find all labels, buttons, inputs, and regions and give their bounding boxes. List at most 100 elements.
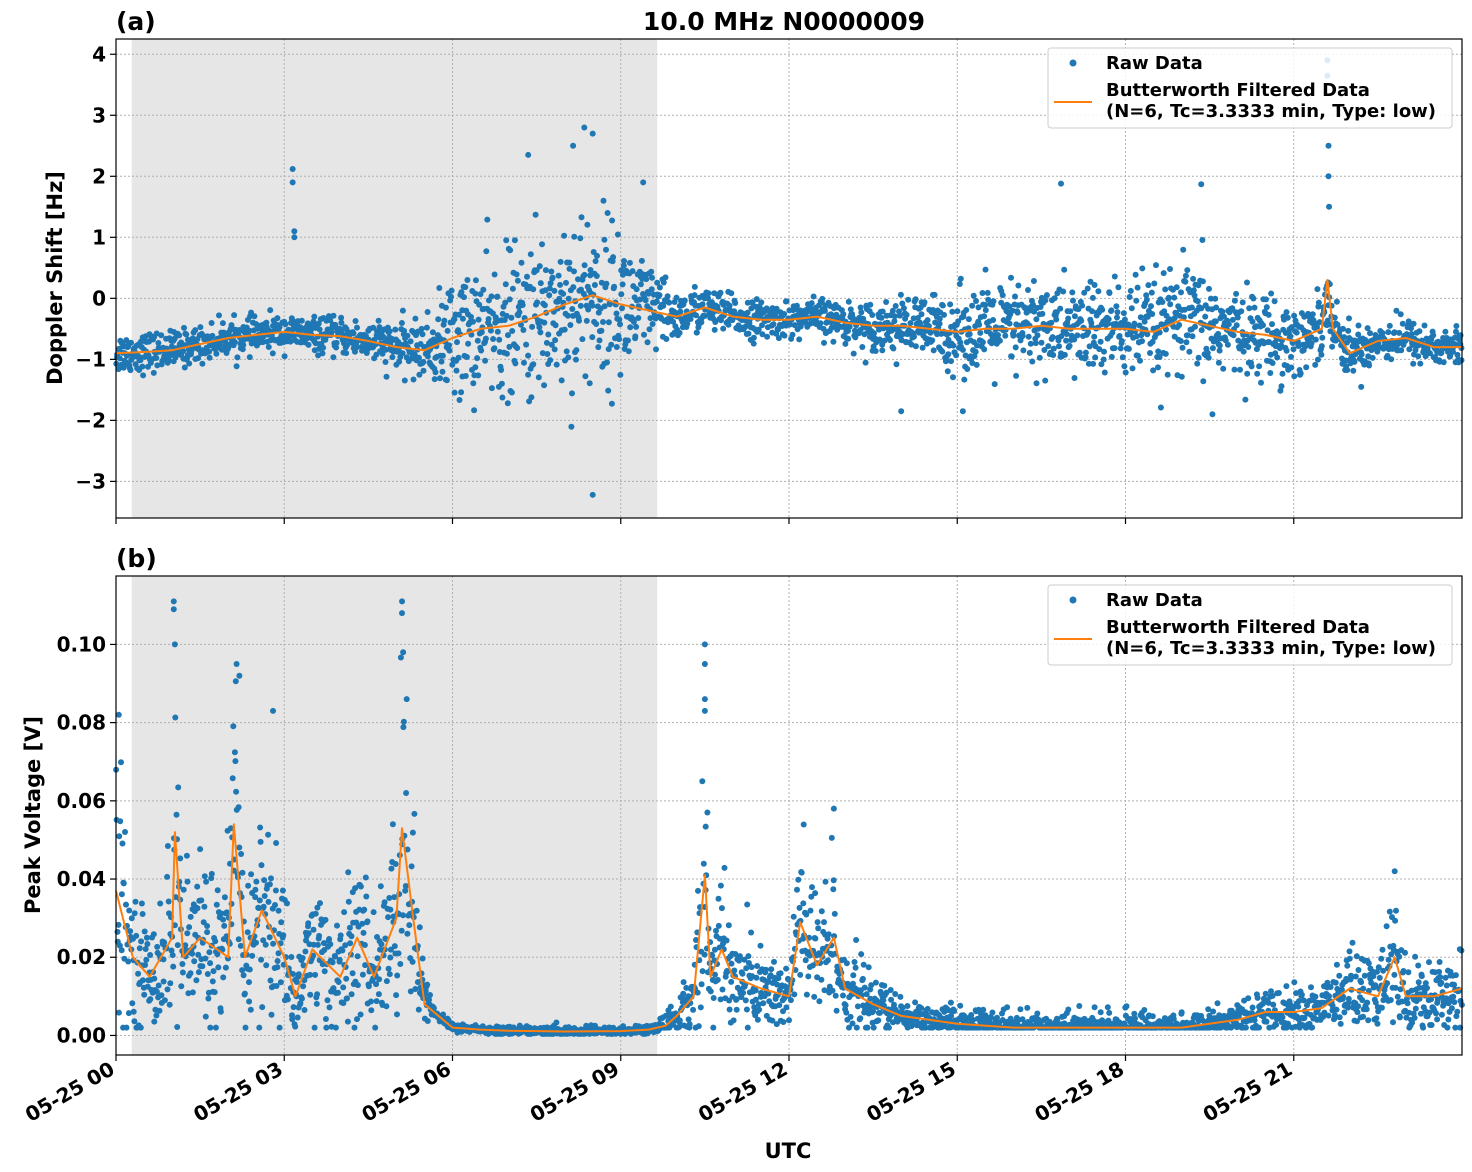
raw-point (656, 292, 663, 299)
raw-point (516, 1022, 523, 1029)
raw-point (1009, 307, 1016, 314)
raw-point (1133, 297, 1140, 304)
raw-point (204, 929, 211, 936)
raw-point (862, 359, 869, 366)
raw-point (609, 217, 616, 224)
raw-point (739, 970, 746, 977)
raw-point (1277, 387, 1284, 394)
raw-point (1132, 1015, 1138, 1022)
raw-point (775, 975, 782, 982)
raw-point (505, 332, 511, 339)
raw-point (693, 937, 699, 943)
raw-point (845, 298, 852, 305)
raw-point (968, 1012, 975, 1018)
raw-point (293, 979, 300, 985)
raw-point (120, 880, 127, 887)
raw-point (646, 326, 653, 333)
raw-point (1212, 295, 1219, 302)
raw-point (1141, 1007, 1148, 1013)
raw-point (265, 898, 272, 905)
raw-point (1095, 288, 1102, 295)
raw-point (475, 316, 482, 323)
raw-point (470, 380, 477, 387)
raw-point (981, 313, 988, 320)
raw-point (483, 248, 490, 255)
raw-point (796, 904, 803, 911)
raw-point (921, 299, 928, 306)
raw-point (780, 1019, 787, 1025)
raw-point (241, 336, 248, 343)
raw-point (419, 331, 426, 338)
raw-point (985, 296, 992, 303)
raw-point (611, 283, 618, 290)
raw-point (1270, 1001, 1277, 1008)
raw-point (1035, 1016, 1042, 1023)
raw-point (819, 295, 826, 302)
raw-point (578, 286, 584, 293)
raw-outlier-point (289, 179, 296, 186)
raw-point (769, 1017, 776, 1024)
raw-point (407, 338, 414, 345)
raw-point (871, 330, 877, 337)
raw-point (680, 979, 687, 986)
raw-point (633, 323, 640, 330)
raw-point (593, 273, 600, 279)
raw-point (957, 1002, 964, 1009)
raw-point (1132, 271, 1139, 278)
raw-point (359, 920, 366, 927)
raw-point (341, 909, 348, 916)
raw-point (713, 927, 719, 934)
raw-point (701, 313, 708, 319)
raw-point (854, 1003, 861, 1010)
raw-point (1230, 332, 1237, 339)
raw-point (251, 313, 258, 320)
raw-point (1096, 346, 1103, 353)
raw-point (891, 313, 898, 320)
raw-point (1245, 344, 1252, 350)
raw-point (302, 948, 309, 955)
raw-point (399, 350, 406, 357)
raw-point (1385, 329, 1392, 336)
raw-point (890, 1019, 896, 1026)
raw-point (165, 357, 172, 364)
raw-point (887, 987, 894, 993)
raw-point (374, 955, 381, 962)
raw-point (878, 314, 885, 321)
raw-point (616, 336, 623, 343)
raw-point (246, 979, 252, 986)
raw-point (1085, 360, 1092, 367)
raw-point (868, 982, 875, 989)
raw-point (220, 974, 227, 981)
raw-point (233, 788, 240, 795)
raw-point (1287, 333, 1294, 340)
raw-point (1231, 297, 1238, 304)
raw-point (816, 998, 823, 1005)
raw-point (1191, 292, 1198, 299)
raw-point (292, 1023, 299, 1030)
raw-point (565, 295, 572, 302)
raw-point (330, 312, 337, 319)
raw-point (752, 996, 759, 1003)
raw-point (566, 259, 573, 266)
raw-point (1269, 321, 1275, 328)
raw-point (773, 1021, 780, 1028)
raw-point (1143, 296, 1150, 303)
raw-point (444, 327, 451, 334)
raw-point (547, 280, 554, 287)
raw-point (1237, 366, 1243, 373)
raw-point (455, 311, 462, 318)
raw-point (990, 317, 997, 323)
raw-point (1056, 343, 1062, 350)
raw-point (255, 905, 262, 911)
raw-point (745, 330, 752, 337)
raw-point (322, 1016, 329, 1022)
raw-point (1180, 246, 1187, 253)
raw-point (846, 1024, 852, 1031)
raw-point (1091, 282, 1098, 288)
raw-point (197, 324, 204, 331)
raw-point (1128, 305, 1135, 312)
raw-point (691, 283, 698, 290)
raw-point (1213, 304, 1220, 311)
raw-point (798, 869, 805, 876)
raw-outlier-point (640, 179, 647, 186)
